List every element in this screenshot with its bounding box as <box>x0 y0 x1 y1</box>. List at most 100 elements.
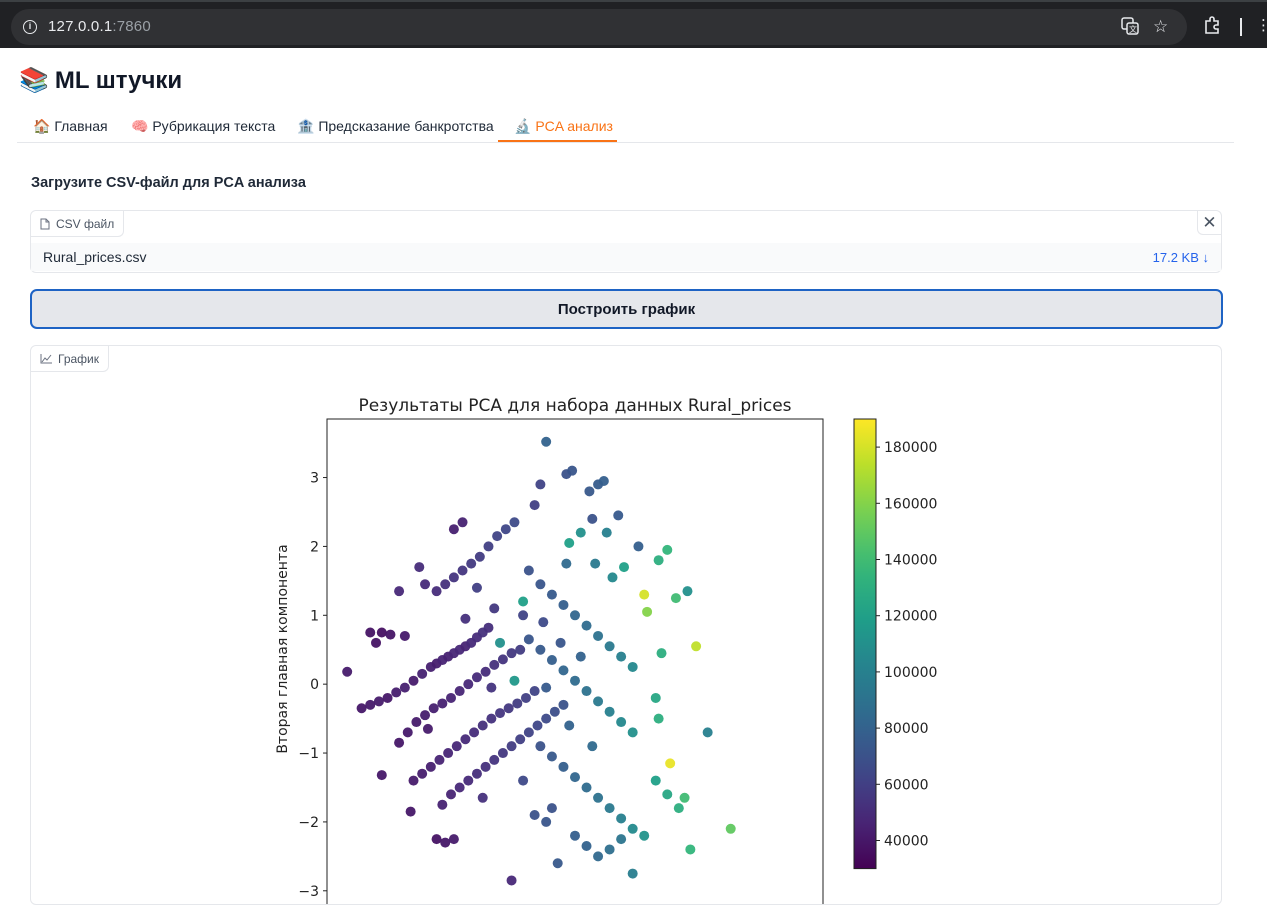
data-point <box>564 537 575 548</box>
y-tick-label: −1 <box>298 746 319 762</box>
colorbar-tick-label: 100000 <box>884 665 937 681</box>
data-point <box>411 717 422 728</box>
extensions-icon[interactable] <box>1203 16 1221 34</box>
file-download-link[interactable]: 17.2 KB ↓ <box>1152 250 1209 265</box>
toolbar-divider <box>1240 18 1242 36</box>
data-point <box>437 698 448 709</box>
data-point <box>581 620 592 631</box>
data-point <box>500 524 511 535</box>
data-point <box>546 655 557 666</box>
data-point <box>541 816 552 827</box>
data-point <box>469 727 480 738</box>
data-point <box>448 834 459 845</box>
data-point <box>391 687 402 698</box>
plot-output: Результаты PCA для набора данных Rural_p… <box>30 345 1222 905</box>
tab-bar: 🏠 Главная 🧠 Рубрикация текста 🏦 Предсказ… <box>17 112 1234 143</box>
data-point <box>457 517 468 528</box>
data-point <box>570 610 580 621</box>
colorbar-tick-label: 40000 <box>884 834 929 850</box>
data-point <box>564 720 575 731</box>
page-title-text: ML штучки <box>54 66 183 94</box>
colorbar-tick-label: 60000 <box>884 777 929 793</box>
address-bar[interactable]: i 127.0.0.1:7860 文 ☆ <box>11 9 1187 45</box>
data-point <box>385 629 396 640</box>
data-point <box>546 589 557 600</box>
data-point <box>604 641 615 652</box>
colorbar-tick-label: 120000 <box>884 609 937 625</box>
data-point <box>581 686 592 697</box>
data-point <box>656 648 667 659</box>
data-point <box>584 486 595 497</box>
menu-icon[interactable]: ⋮ <box>1256 17 1267 34</box>
data-point <box>376 770 387 781</box>
tab-pca-analysis-label: PCA анализ <box>535 118 613 134</box>
data-point <box>558 599 569 610</box>
colorbar-tick-label: 140000 <box>884 553 937 569</box>
colorbar-tick-label: 80000 <box>884 721 929 737</box>
info-icon[interactable]: i <box>23 20 37 34</box>
data-point <box>558 665 569 676</box>
data-point <box>463 775 474 786</box>
colorbar-tick-label: 160000 <box>884 496 937 512</box>
data-point <box>399 630 410 641</box>
csv-file-upload[interactable]: CSV файл ✕ Rural_prices.csv 17.2 KB ↓ <box>30 210 1222 273</box>
data-point <box>581 841 592 852</box>
data-point <box>627 823 638 834</box>
data-point <box>570 830 580 841</box>
tab-pca-analysis[interactable]: 🔬 PCA анализ <box>514 118 613 135</box>
y-tick-label: 1 <box>310 608 319 624</box>
close-icon[interactable]: ✕ <box>1197 211 1221 235</box>
data-point <box>371 637 382 648</box>
translate-icon[interactable]: 文 <box>1121 17 1139 35</box>
data-point <box>619 562 630 573</box>
url-text[interactable]: 127.0.0.1:7860 <box>48 18 151 35</box>
data-point <box>486 682 497 693</box>
tab-bankruptcy-prediction[interactable]: 🏦 Предсказание банкротства <box>297 118 494 135</box>
data-point <box>650 775 661 786</box>
page-title: 📚 ML штучки <box>19 66 182 95</box>
data-point <box>457 565 468 576</box>
build-chart-button[interactable]: Построить график <box>30 289 1223 329</box>
csv-file-label: CSV файл <box>31 211 125 237</box>
data-point <box>679 792 690 803</box>
data-point <box>575 527 586 538</box>
tab-home-label: Главная <box>54 118 108 134</box>
data-point <box>665 758 676 769</box>
data-point <box>497 654 508 665</box>
data-point <box>497 748 508 759</box>
data-point <box>471 582 482 593</box>
data-point <box>483 541 494 552</box>
plot-frame <box>326 418 824 904</box>
data-point <box>356 703 367 714</box>
data-point <box>489 659 500 670</box>
bank-icon: 🏦 <box>297 118 315 134</box>
data-point <box>480 666 491 677</box>
data-point <box>682 586 693 597</box>
data-point <box>541 713 552 724</box>
plot-label-text: График <box>58 351 99 366</box>
data-point <box>474 551 485 562</box>
data-point <box>477 720 488 731</box>
data-point <box>587 741 598 752</box>
tab-text-rubrication[interactable]: 🧠 Рубрикация текста <box>131 118 275 135</box>
data-point <box>535 741 546 752</box>
data-point <box>529 500 540 511</box>
star-icon[interactable]: ☆ <box>1153 17 1169 36</box>
data-point <box>492 531 503 542</box>
tab-home[interactable]: 🏠 Главная <box>33 118 108 135</box>
data-point <box>460 734 471 745</box>
data-point <box>541 682 552 693</box>
data-point <box>627 661 638 672</box>
data-point <box>443 748 454 759</box>
data-point <box>509 675 520 686</box>
data-point <box>495 637 506 648</box>
data-point <box>561 558 572 569</box>
data-point <box>555 637 566 648</box>
data-point <box>558 699 569 710</box>
data-point <box>437 799 448 810</box>
data-point <box>523 727 534 738</box>
data-point <box>535 644 546 655</box>
data-point <box>601 527 612 538</box>
data-point <box>581 782 592 793</box>
house-icon: 🏠 <box>33 118 51 134</box>
